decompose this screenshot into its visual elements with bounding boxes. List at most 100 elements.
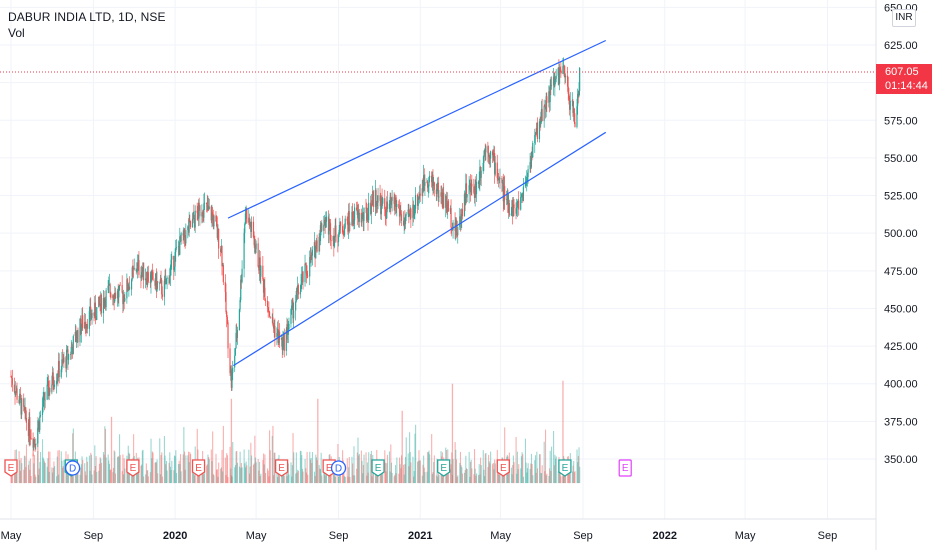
volume-bar [68,472,70,484]
volume-bar [122,454,124,484]
volume-bar [269,450,271,484]
volume-bar [114,451,116,484]
candle-body [380,200,382,215]
volume-bar [18,451,20,484]
candle-body [339,221,341,230]
earnings-marker[interactable]: E [191,459,206,477]
volume-bar [194,475,196,484]
earnings-label: E [8,463,15,474]
candle-body [457,226,459,236]
volume-bar [422,464,424,484]
channel-lines[interactable] [227,39,607,367]
candle-body [169,275,171,284]
candle-body [483,149,486,156]
volume-bar [578,447,580,484]
candle-body [272,324,275,329]
volume-bar [541,465,543,484]
earnings-marker[interactable]: E [618,459,632,477]
volume-bar [146,470,148,484]
candle-body [75,331,77,342]
candle-body [205,202,208,205]
volume-bar [437,476,439,484]
candle-body [349,223,351,226]
candle-body [65,357,67,369]
candle-body [180,233,182,242]
candle-body [222,264,224,283]
volume-label[interactable]: Vol [8,26,25,40]
volume-bar [299,450,301,484]
candle-body [315,246,317,259]
time-axis[interactable]: May Sep 2020 May Sep 2021 May Sep 2022 May Sep [1,530,838,542]
candle-body [560,69,562,74]
volume-bar [254,435,256,484]
event-markers[interactable]: EEEEEEEEEEEDD [4,459,632,477]
candle-body [380,197,382,215]
volume-bar [19,460,21,484]
candle-body [295,301,297,311]
volume-bar [265,473,267,484]
candle-body [72,347,74,355]
volume-bar [110,469,112,484]
candle-body [520,196,522,210]
volume-bar [562,476,564,484]
candle-body [365,207,367,209]
volume-bar [43,461,46,484]
volume-bar [573,472,575,484]
dividend-marker[interactable]: D [330,460,347,476]
volume-bar [384,450,386,484]
candle-body [374,190,376,207]
candle-body [558,67,560,84]
candle-body [526,180,528,182]
candle-body [192,214,194,219]
volume-bar [37,474,40,484]
volume-bar [140,465,142,484]
volume-bar [513,462,515,484]
candle-body [183,228,186,238]
volume-bar [297,469,299,484]
volume-bar [478,475,480,484]
earnings-marker[interactable]: E [437,459,451,477]
earnings-marker[interactable]: E [126,459,140,477]
volume-bar [521,452,523,484]
earnings-marker[interactable]: E [558,459,572,477]
earnings-marker[interactable]: E [371,459,385,477]
candle-body [520,195,522,197]
earnings-marker[interactable]: E [274,459,289,477]
volume-bar [93,470,95,484]
volume-bar [482,450,484,484]
candle-body [76,340,78,342]
candle-body [413,214,415,217]
dividend-marker[interactable]: D [64,460,81,476]
symbol-title[interactable]: DABUR INDIA LTD, 1D, NSE [8,10,166,24]
volume-bar [174,456,176,484]
volume-bar [297,470,299,484]
volume-bar [62,466,64,484]
candle-body [372,191,374,206]
volume-bar [381,467,383,484]
candle-body [147,272,149,285]
volume-bar [206,464,208,484]
candle-body [126,279,128,299]
candle-body [246,209,248,223]
candle-body [541,108,543,122]
earnings-marker[interactable]: E [4,459,18,477]
candle-body [318,236,320,252]
candle-body [202,214,204,218]
volume-bar [104,426,106,484]
candle-body [280,337,283,340]
earnings-label: E [375,463,382,474]
candle-body [79,318,81,343]
candle-body [203,203,205,218]
candle-body [515,208,517,214]
volume-bar [295,452,297,484]
candle-body [136,262,139,271]
currency-badge[interactable]: INR [892,9,916,27]
candle-body [187,226,190,233]
candle-body [283,334,285,351]
volume-bar [257,459,259,484]
candle-body [356,209,358,215]
candle-body [463,193,466,217]
earnings-marker[interactable]: E [496,459,510,477]
candle-body [226,311,228,318]
